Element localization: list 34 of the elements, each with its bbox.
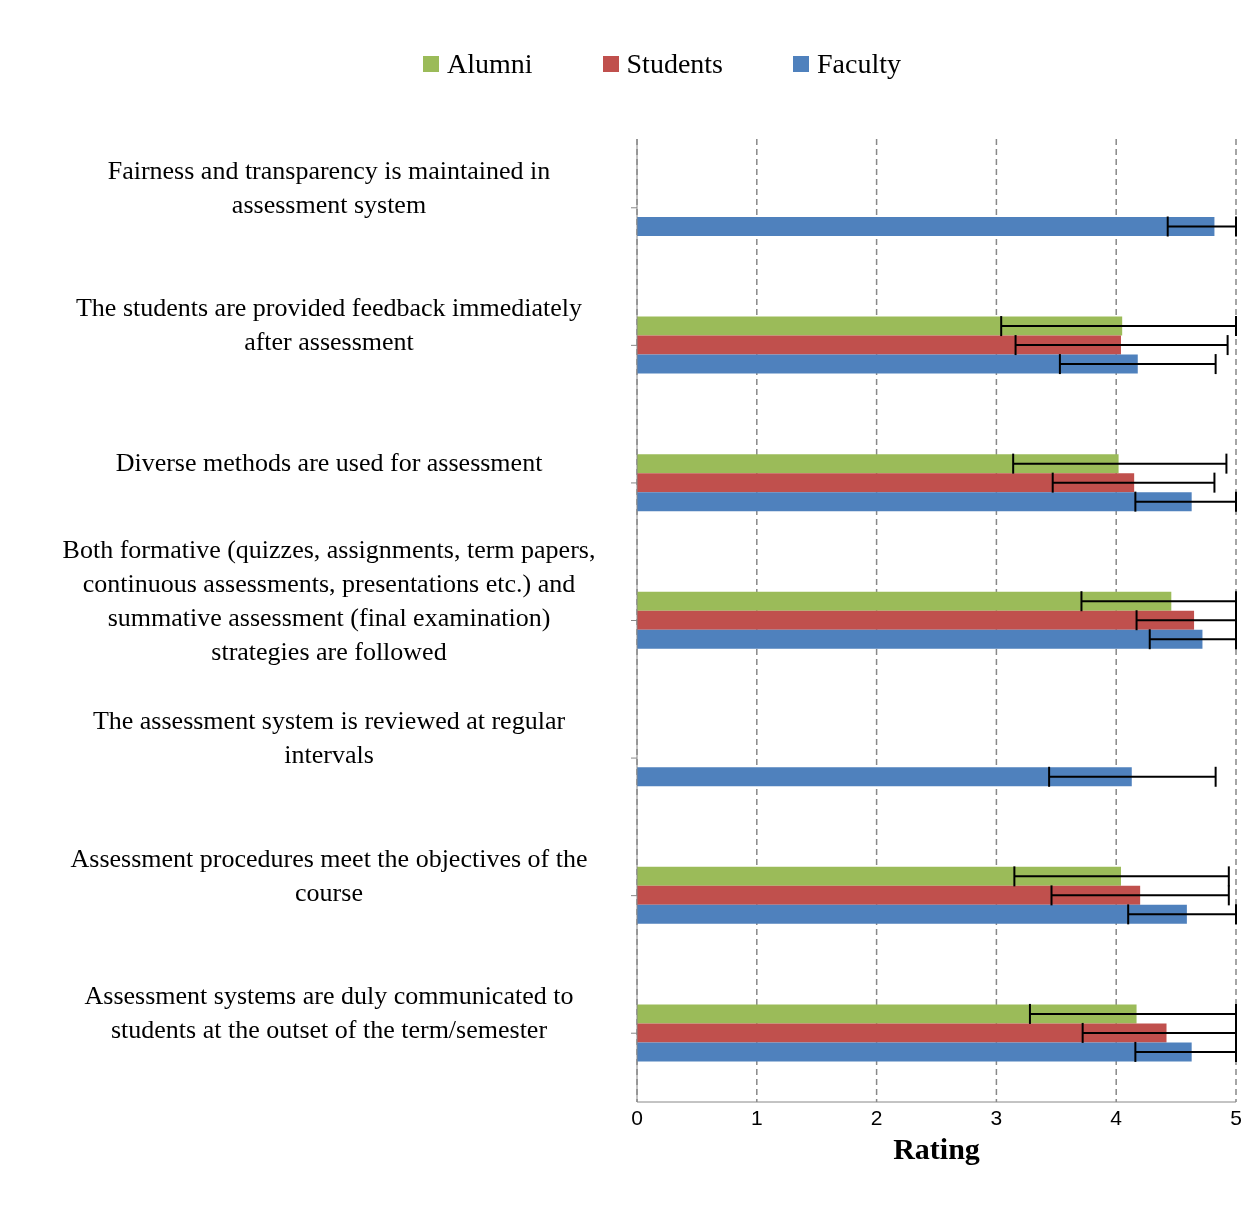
x-axis-title: Rating — [893, 1132, 980, 1166]
bar — [637, 492, 1192, 512]
y-tick-label: Assessment systems are duly communicated to students at the outset of the term/semester — [84, 981, 574, 1045]
bar — [637, 217, 1215, 236]
x-tick-label: 1 — [750, 1105, 763, 1129]
x-tick-label: 3 — [990, 1105, 1003, 1129]
x-tick-label: 4 — [1110, 1105, 1123, 1129]
y-tick-label: Both formative (quizzes, assignments, term papers, continuous assessments, presentations etc.) and summative assessment (final examination) strategies are followed — [62, 534, 596, 666]
legend-label: Alumni — [446, 48, 533, 80]
legend-label: Students — [625, 48, 724, 80]
y-tick-label: Fairness and transparency is maintained in assessment system — [107, 155, 551, 219]
bar — [637, 354, 1138, 374]
bar — [637, 610, 1195, 630]
bar — [637, 335, 1121, 355]
bar — [637, 767, 1132, 787]
bar — [637, 629, 1203, 649]
bar — [637, 1042, 1192, 1062]
bar — [637, 1004, 1137, 1024]
bar — [637, 316, 1123, 336]
bar — [637, 1023, 1167, 1043]
y-tick-label: Assessment procedures meet the objectives of the course — [70, 843, 588, 907]
y-tick-label: The assessment system is reviewed at regular intervals — [92, 706, 566, 770]
y-tick-label: The students are provided feedback immediately after assessment — [75, 293, 583, 357]
bar — [637, 885, 1141, 905]
legend-label: Faculty — [816, 48, 902, 80]
bar — [637, 904, 1187, 924]
bar — [637, 473, 1135, 493]
x-tick-label: 5 — [1230, 1105, 1242, 1129]
bar — [637, 866, 1121, 886]
y-tick-label: Diverse methods are used for assessment — [115, 447, 544, 477]
bar — [637, 454, 1119, 474]
bar — [637, 591, 1172, 611]
x-tick-label: 2 — [870, 1105, 883, 1129]
x-tick-label: 0 — [631, 1105, 643, 1129]
